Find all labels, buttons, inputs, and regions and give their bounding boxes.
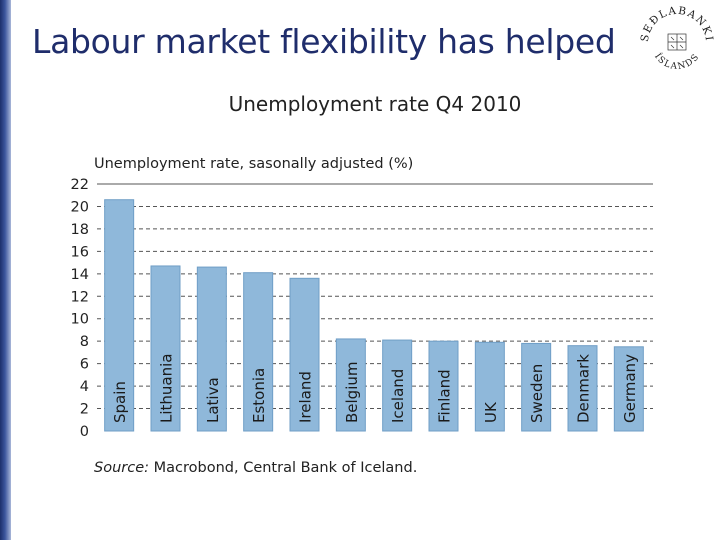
category-label: Ireland bbox=[297, 371, 315, 423]
left-accent-bar bbox=[0, 0, 11, 540]
y-tick-label: 14 bbox=[71, 267, 89, 283]
slide-title: Labour market flexibility has helped bbox=[32, 22, 616, 61]
bar bbox=[243, 272, 274, 432]
bar bbox=[196, 266, 227, 432]
category-label: Sweden bbox=[528, 364, 546, 423]
bar bbox=[428, 340, 459, 432]
category-label: Finland bbox=[436, 369, 454, 423]
y-tick-label: 18 bbox=[71, 222, 89, 238]
category-label: UK bbox=[482, 401, 500, 423]
chart-title: Unemployment rate Q4 2010 bbox=[228, 92, 522, 116]
y-tick-label: 0 bbox=[80, 424, 89, 440]
y-tick-label: 8 bbox=[80, 334, 89, 350]
bar bbox=[104, 199, 135, 432]
seal-logo: SEÐLABANKI ÍSLANDS bbox=[639, 5, 714, 72]
bar-chart: Unemployment rate, sasonally adjusted (%… bbox=[71, 156, 653, 440]
bar bbox=[567, 345, 598, 432]
y-tick-label: 20 bbox=[71, 199, 89, 215]
y-tick-label: 22 bbox=[71, 177, 89, 193]
source-note: Source: Macrobond, Central Bank of Icela… bbox=[94, 460, 417, 476]
category-label: Estonia bbox=[250, 368, 268, 423]
source-label: Source: bbox=[94, 460, 150, 476]
category-label: Iceland bbox=[389, 369, 407, 423]
bar bbox=[521, 342, 552, 432]
y-tick-label: 6 bbox=[80, 357, 89, 373]
svg-text:ÍSLANDS: ÍSLANDS bbox=[652, 51, 702, 72]
chart-subtitle: Unemployment rate, sasonally adjusted (%… bbox=[94, 156, 413, 172]
category-label: Denmark bbox=[575, 354, 593, 423]
y-tick-label: 10 bbox=[71, 312, 89, 328]
bar bbox=[335, 338, 366, 432]
y-tick-label: 4 bbox=[80, 379, 89, 395]
bar bbox=[150, 265, 181, 432]
y-tick-label: 12 bbox=[71, 289, 89, 305]
category-label: Lithuania bbox=[158, 354, 176, 423]
category-label: Germany bbox=[621, 354, 639, 423]
category-label: Belgium bbox=[343, 362, 361, 424]
bar bbox=[289, 277, 320, 432]
bar bbox=[474, 341, 505, 432]
bar bbox=[613, 346, 644, 432]
source-text: Macrobond, Central Bank of Iceland. bbox=[149, 460, 418, 476]
y-tick-label: 2 bbox=[80, 402, 89, 418]
y-tick-label: 16 bbox=[71, 244, 89, 260]
category-label: Spain bbox=[111, 381, 129, 423]
category-label: Lativa bbox=[204, 377, 222, 423]
bar bbox=[382, 339, 413, 432]
